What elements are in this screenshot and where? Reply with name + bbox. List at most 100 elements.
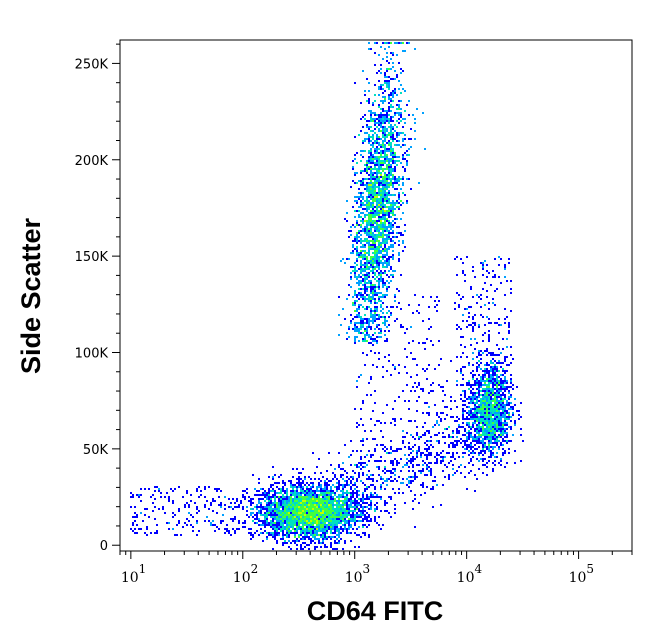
density-cell [338, 314, 340, 316]
density-cell [266, 518, 268, 520]
density-cell [452, 430, 454, 432]
density-cell [426, 402, 428, 404]
density-cell [398, 208, 400, 210]
density-cell [292, 500, 294, 502]
density-cell [370, 280, 372, 282]
density-cell [350, 498, 352, 500]
density-cell [500, 418, 502, 420]
density-cell [224, 496, 226, 498]
density-cell [398, 42, 400, 44]
density-cell [364, 284, 366, 286]
density-cell [374, 338, 376, 340]
density-cell [468, 472, 470, 474]
density-cell [366, 126, 368, 128]
density-cell [390, 440, 392, 442]
density-cell [394, 188, 396, 190]
density-cell [368, 254, 370, 256]
density-cell [344, 508, 346, 510]
density-cell [440, 504, 442, 506]
density-cell [478, 420, 480, 422]
density-cell [322, 490, 324, 492]
density-cell [370, 160, 372, 162]
density-cell [370, 168, 372, 170]
density-cell [458, 430, 460, 432]
density-cell [384, 172, 386, 174]
density-cell [372, 172, 374, 174]
density-cell [410, 434, 412, 436]
density-cell [224, 508, 226, 510]
density-cell [390, 266, 392, 268]
density-cell [280, 528, 282, 530]
density-cell [360, 418, 362, 420]
density-cell [510, 408, 512, 410]
density-cell [382, 58, 384, 60]
density-cell [354, 270, 356, 272]
density-cell [392, 462, 394, 464]
density-cell [386, 502, 388, 504]
density-cell [384, 324, 386, 326]
density-cell [194, 502, 196, 504]
density-cell [352, 492, 354, 494]
density-cell [340, 526, 342, 528]
density-cell [368, 202, 370, 204]
density-cell [272, 526, 274, 528]
density-cell [310, 526, 312, 528]
density-cell [332, 496, 334, 498]
density-cell [368, 504, 370, 506]
density-cell [362, 474, 364, 476]
density-cell [294, 530, 296, 532]
density-cell [384, 224, 386, 226]
density-cell [344, 500, 346, 502]
density-cell [366, 294, 368, 296]
density-cell [352, 250, 354, 252]
density-cell [370, 118, 372, 120]
density-cell [450, 400, 452, 402]
density-cell [388, 216, 390, 218]
density-cell [420, 456, 422, 458]
density-cell [512, 408, 514, 410]
density-cell [372, 196, 374, 198]
density-cell [360, 510, 362, 512]
density-cell [490, 370, 492, 372]
density-cell [474, 380, 476, 382]
density-cell [494, 384, 496, 386]
density-cell [466, 436, 468, 438]
density-cell [370, 350, 372, 352]
density-cell [376, 180, 378, 182]
density-cell [368, 294, 370, 296]
density-cell [370, 116, 372, 118]
density-cell [360, 332, 362, 334]
density-cell [348, 524, 350, 526]
density-cell [376, 200, 378, 202]
density-cell [386, 148, 388, 150]
density-cell [496, 374, 498, 376]
density-cell [378, 194, 380, 196]
density-cell [392, 488, 394, 490]
density-cell [310, 496, 312, 498]
density-cell [378, 104, 380, 106]
density-cell [360, 296, 362, 298]
density-cell [292, 492, 294, 494]
density-cell [482, 352, 484, 354]
density-cell [260, 520, 262, 522]
density-cell [356, 238, 358, 240]
density-cell [336, 482, 338, 484]
density-cell [330, 504, 332, 506]
density-cell [360, 170, 362, 172]
density-cell [372, 316, 374, 318]
density-cell [370, 376, 372, 378]
density-cell [450, 416, 452, 418]
density-cell [318, 482, 320, 484]
density-cell [278, 516, 280, 518]
density-cell [398, 156, 400, 158]
density-cell [506, 412, 508, 414]
density-cell [382, 236, 384, 238]
density-cell [380, 488, 382, 490]
density-cell [338, 532, 340, 534]
density-cell [362, 518, 364, 520]
density-cell [366, 184, 368, 186]
density-cell [320, 524, 322, 526]
density-cell [376, 248, 378, 250]
density-cell [252, 508, 254, 510]
density-cell [154, 518, 156, 520]
